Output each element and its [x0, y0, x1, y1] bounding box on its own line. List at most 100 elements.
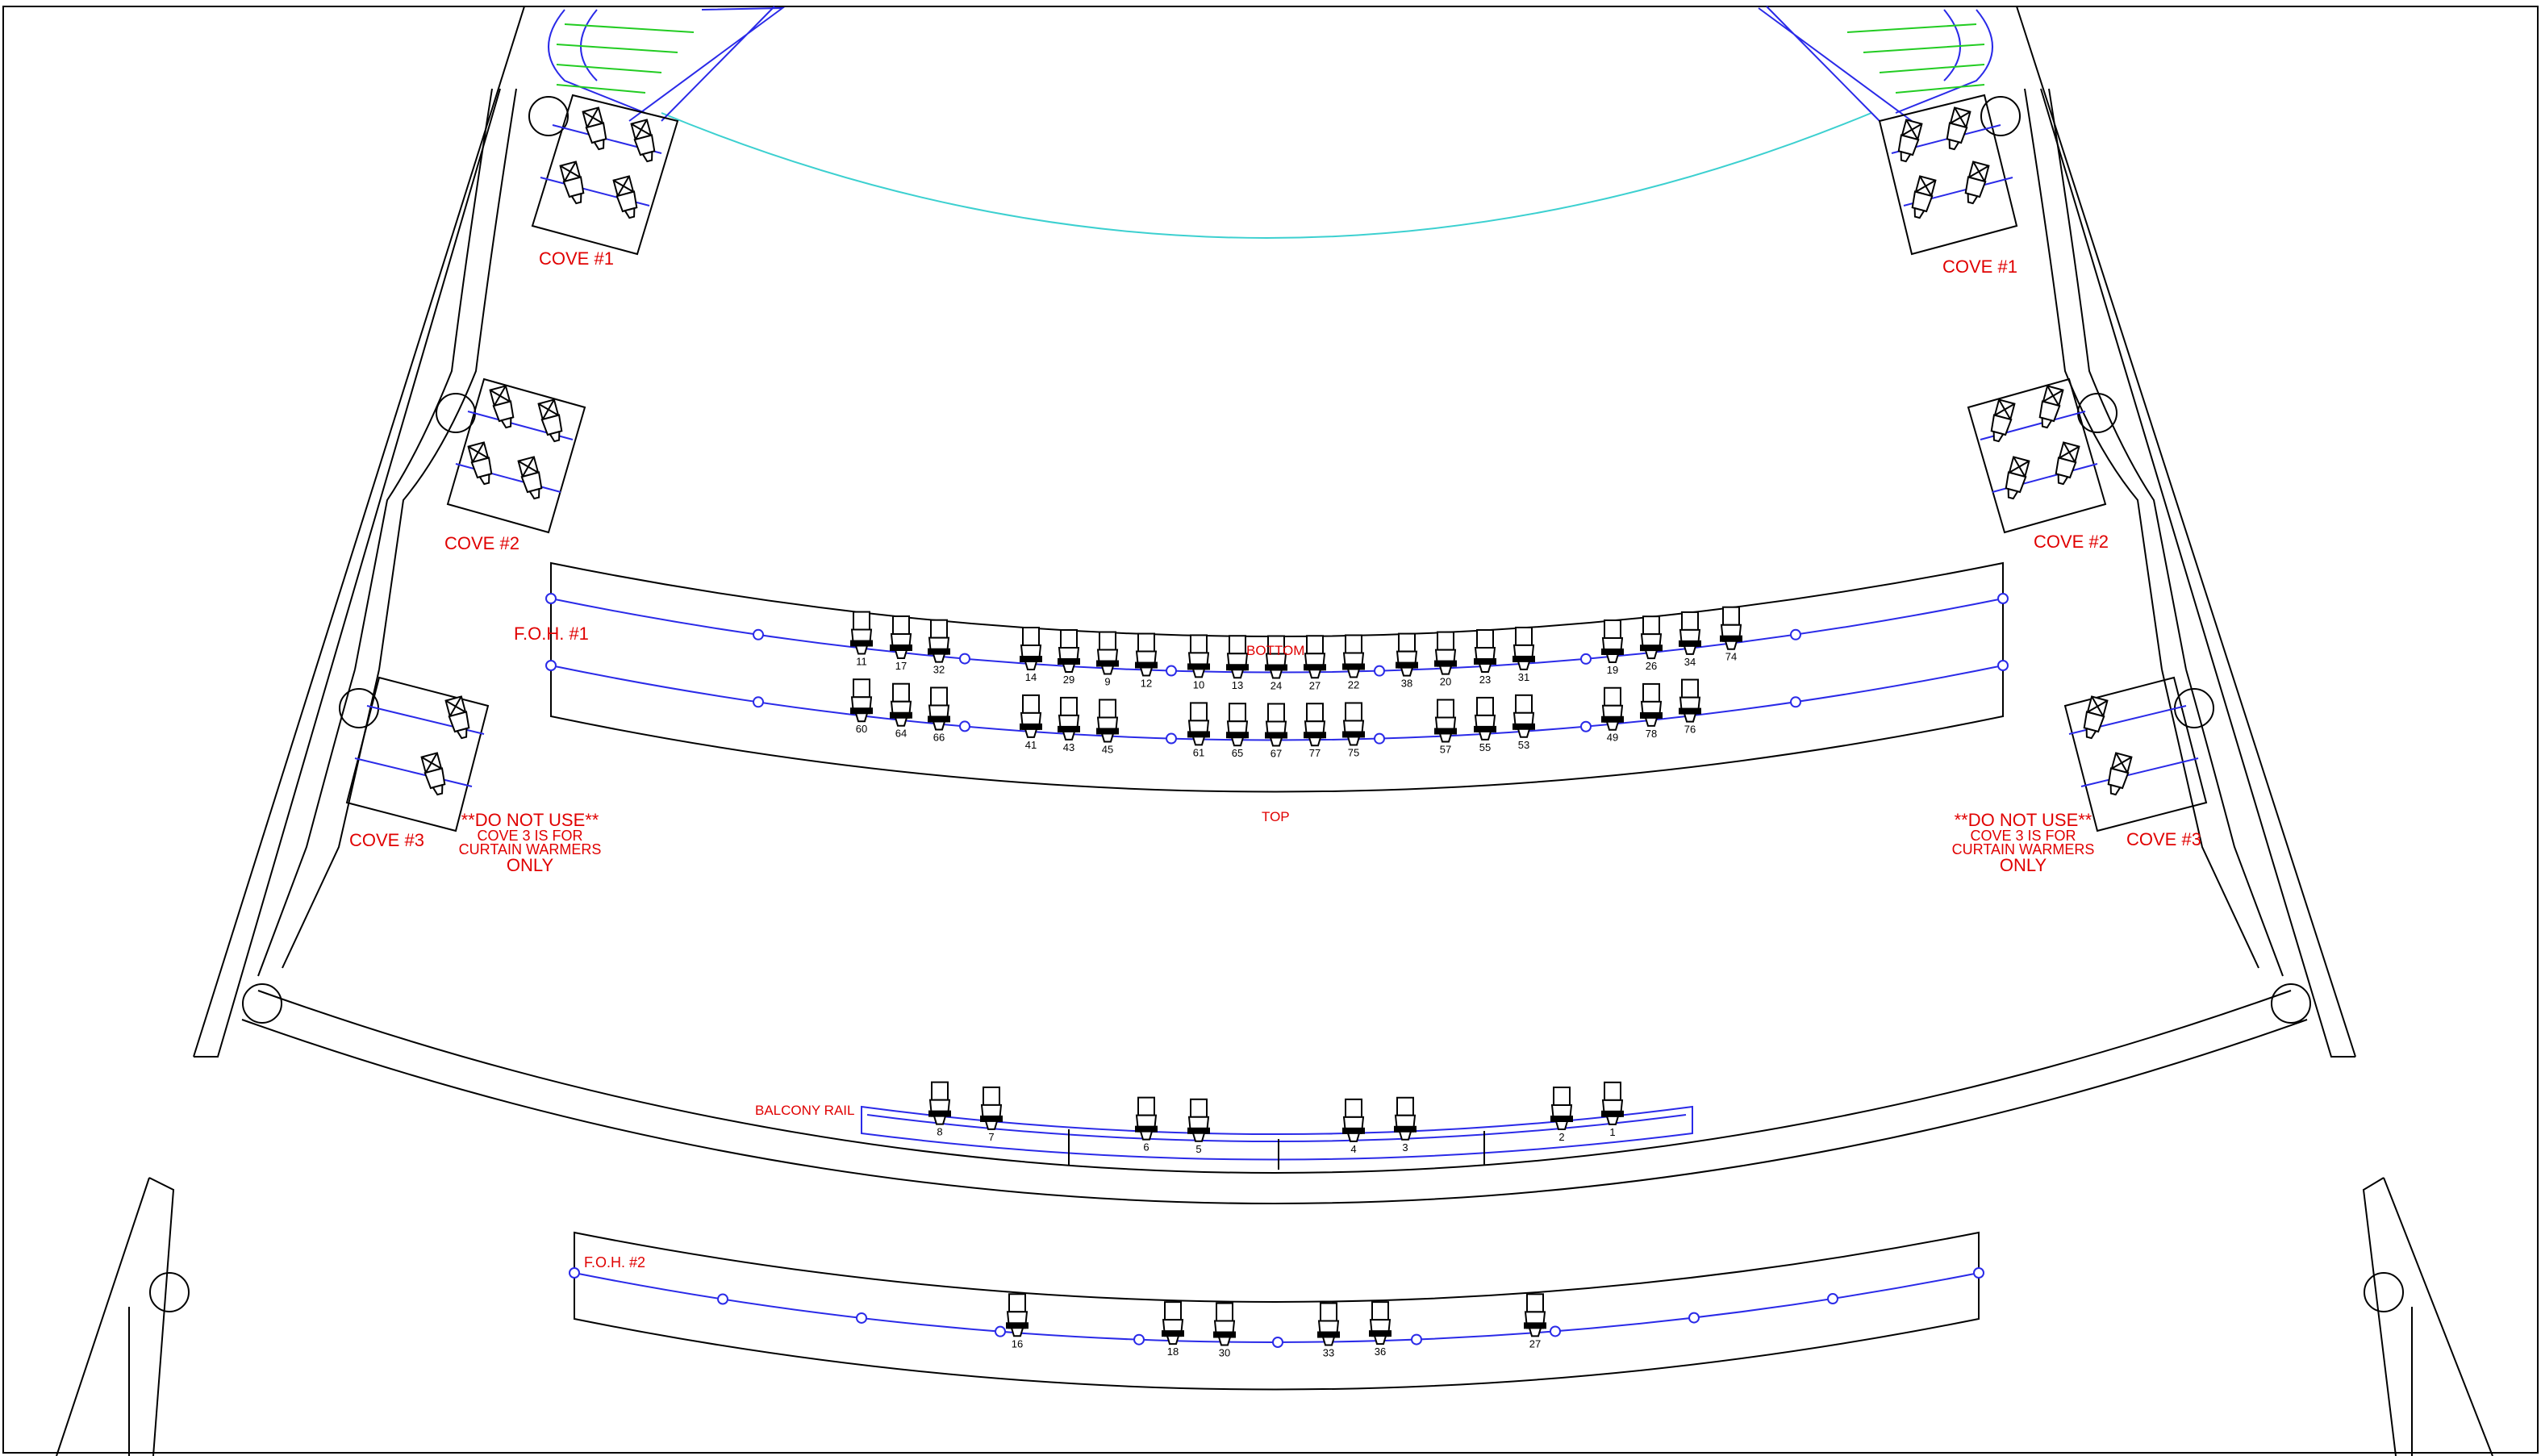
fixture-foh2-1[interactable]: 18: [1162, 1301, 1184, 1358]
cove-fixture-4[interactable]: [1895, 119, 1923, 163]
fixture-foh1-top-15[interactable]: 78: [1640, 682, 1663, 740]
fixture-foh1-top-6[interactable]: 61: [1187, 702, 1210, 758]
cove-fixture-1[interactable]: [630, 119, 658, 163]
fixture-number: 65: [1232, 747, 1243, 759]
fixture-foh1-bottom-15[interactable]: 31: [1512, 626, 1535, 683]
cove3-right-box: [2063, 676, 2208, 832]
fixture-balcony-rail-2[interactable]: 6: [1135, 1096, 1158, 1154]
cove-fixture-8[interactable]: [489, 385, 517, 429]
cove-fixture-10[interactable]: [467, 441, 495, 486]
cove-fixture-14[interactable]: [2002, 456, 2030, 500]
fixture-balcony-rail-7[interactable]: 1: [1601, 1081, 1624, 1138]
cove-fixture-16[interactable]: [444, 695, 473, 740]
fixture-number: 53: [1518, 739, 1529, 751]
cove-fixture-13[interactable]: [2036, 385, 2064, 429]
fixture-foh1-bottom-9[interactable]: 24: [1265, 635, 1287, 691]
fixture-foh1-bottom-14[interactable]: 23: [1474, 628, 1496, 686]
pipe-clamp-marker: [569, 1267, 580, 1279]
fixture-foh1-bottom-7[interactable]: 10: [1187, 634, 1210, 690]
pipe-clamp-marker: [1166, 732, 1177, 745]
pipe-clamp-marker: [1374, 665, 1385, 677]
fixture-foh1-top-7[interactable]: 65: [1226, 703, 1249, 759]
cove-fixture-19[interactable]: [2105, 752, 2133, 796]
fixture-foh1-top-3[interactable]: 41: [1020, 694, 1042, 751]
foh2-position: [574, 1231, 1980, 1391]
fixture-balcony-rail-3[interactable]: 5: [1187, 1098, 1210, 1155]
cove-fixture-5[interactable]: [1943, 106, 1971, 151]
fixture-foh1-bottom-19[interactable]: 74: [1720, 606, 1742, 663]
cove-fixture-2[interactable]: [559, 161, 587, 205]
fixture-foh1-top-5[interactable]: 45: [1096, 699, 1119, 755]
warning-right-line2: COVE 3 IS FOR: [1970, 828, 2076, 844]
drawing-border: [2, 6, 2539, 1454]
fixture-foh2-4[interactable]: 36: [1369, 1301, 1392, 1358]
fixture-foh2-5[interactable]: 27: [1524, 1293, 1546, 1350]
cove1-right-box: [1878, 94, 2018, 256]
fixture-foh1-top-10[interactable]: 75: [1342, 702, 1365, 758]
fixture-number: 75: [1348, 746, 1359, 758]
fixture-number: 16: [1012, 1337, 1023, 1350]
fixture-foh1-bottom-5[interactable]: 9: [1096, 631, 1119, 688]
fixture-foh2-0[interactable]: 16: [1006, 1293, 1028, 1350]
cove2-right-box: [1967, 378, 2107, 534]
cove-fixture-18[interactable]: [2080, 695, 2109, 740]
fixture-foh1-bottom-3[interactable]: 14: [1020, 626, 1042, 683]
fixture-number: 60: [856, 723, 867, 735]
fixture-foh1-top-1[interactable]: 64: [890, 682, 912, 740]
fixture-foh1-bottom-13[interactable]: 20: [1434, 631, 1457, 688]
fixture-balcony-rail-0[interactable]: 8: [928, 1081, 951, 1138]
pipe-clamp-marker: [1580, 653, 1592, 665]
fixture-number: 55: [1479, 741, 1491, 753]
cove-fixture-3[interactable]: [612, 175, 640, 219]
cove-fixture-6[interactable]: [1909, 175, 1937, 219]
fixture-number: 2: [1558, 1131, 1564, 1143]
fixture-number: 10: [1193, 678, 1204, 690]
fixture-foh1-bottom-10[interactable]: 27: [1304, 635, 1326, 691]
fixture-balcony-rail-5[interactable]: 3: [1394, 1096, 1417, 1154]
cove-fixture-7[interactable]: [1962, 161, 1990, 205]
cove-fixture-15[interactable]: [2052, 441, 2080, 486]
pipe-clamp-marker: [1688, 1312, 1700, 1324]
fixture-foh1-top-14[interactable]: 49: [1601, 686, 1624, 744]
fixture-foh1-bottom-11[interactable]: 22: [1342, 634, 1365, 690]
fixture-foh1-bottom-6[interactable]: 12: [1135, 632, 1158, 690]
fixture-foh1-bottom-12[interactable]: 38: [1396, 632, 1418, 690]
fixture-foh1-top-0[interactable]: 60: [850, 678, 873, 735]
fixture-number: 43: [1063, 741, 1074, 753]
fixture-foh1-top-16[interactable]: 76: [1679, 678, 1701, 736]
fixture-foh1-bottom-4[interactable]: 29: [1058, 628, 1080, 686]
fixture-foh1-bottom-2[interactable]: 32: [928, 619, 950, 676]
cove-fixture-9[interactable]: [537, 398, 565, 443]
pipe-clamp-marker: [856, 1312, 867, 1324]
fixture-foh1-bottom-1[interactable]: 17: [890, 615, 912, 672]
fixture-foh2-2[interactable]: 30: [1213, 1302, 1236, 1359]
fixture-foh1-bottom-17[interactable]: 26: [1640, 615, 1663, 672]
fixture-balcony-rail-4[interactable]: 4: [1342, 1098, 1365, 1155]
fixture-foh1-top-4[interactable]: 43: [1058, 696, 1080, 753]
fixture-number: 6: [1143, 1141, 1149, 1154]
fixture-foh1-top-12[interactable]: 55: [1474, 696, 1496, 753]
pipe-clamp-marker: [753, 696, 764, 708]
cove-fixture-0[interactable]: [582, 106, 610, 151]
fixture-number: 29: [1063, 674, 1074, 686]
fixture-foh1-bottom-18[interactable]: 34: [1679, 611, 1701, 668]
fixture-foh2-3[interactable]: 33: [1317, 1302, 1340, 1359]
cove-fixture-17[interactable]: [420, 752, 449, 796]
cove-fixture-11[interactable]: [517, 456, 545, 500]
fixture-balcony-rail-1[interactable]: 7: [980, 1086, 1003, 1143]
fixture-number: 12: [1141, 678, 1152, 690]
fixture-foh1-bottom-0[interactable]: 11: [850, 611, 873, 668]
fixture-foh1-top-11[interactable]: 57: [1434, 699, 1457, 756]
fixture-foh1-top-2[interactable]: 66: [928, 686, 950, 743]
fixture-foh1-top-8[interactable]: 67: [1265, 703, 1287, 759]
pipe-clamp-marker: [1550, 1325, 1561, 1337]
fixture-foh1-bottom-16[interactable]: 19: [1601, 619, 1624, 676]
fixture-foh1-top-13[interactable]: 53: [1512, 694, 1535, 751]
cove-fixture-12[interactable]: [1988, 398, 2016, 443]
right-stage-steps: [1758, 6, 1993, 122]
fixture-foh1-top-9[interactable]: 77: [1304, 703, 1326, 759]
fixture-balcony-rail-6[interactable]: 2: [1550, 1087, 1573, 1143]
pipe-clamp-marker: [1827, 1293, 1838, 1305]
fixture-foh1-bottom-8[interactable]: 13: [1226, 635, 1249, 691]
